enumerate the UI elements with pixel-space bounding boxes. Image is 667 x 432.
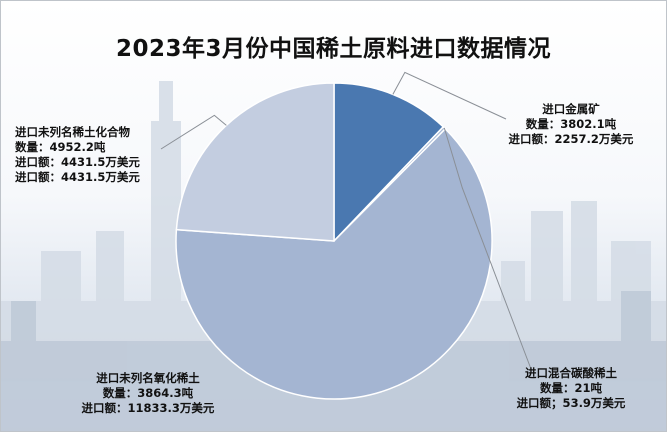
label-metal-ore: 进口金属矿 数量：3802.1吨 进口额：2257.2万美元	[491, 102, 651, 147]
label-mixed-carbonate: 进口混合碳酸稀土 数量：21吨 进口额；53.9万美元	[496, 366, 646, 411]
label-oxide: 进口未列名氧化稀土 数量：3864.3吨 进口额：11833.3万美元	[63, 371, 233, 416]
label-compound-name: 进口未列名稀土化合物	[15, 125, 130, 139]
label-oxide-name: 进口未列名氧化稀土	[96, 371, 200, 385]
label-mixed-carbonate-amount: 进口额；53.9万美元	[516, 396, 626, 410]
label-compound-amount-repeat: 进口额：4431.5万美元	[15, 170, 140, 184]
label-mixed-carbonate-qty: 数量：21吨	[539, 381, 602, 395]
label-metal-ore-amount: 进口额：2257.2万美元	[508, 132, 634, 146]
label-compound: 进口未列名稀土化合物 数量：4952.2吨 进口额：4431.5万美元 进口额：…	[15, 125, 175, 185]
pie-slice-0	[333, 82, 445, 243]
leader-line-0	[392, 71, 507, 120]
label-compound-qty: 数量：4952.2吨	[15, 140, 106, 154]
label-oxide-amount: 进口额：11833.3万美元	[81, 401, 215, 415]
label-metal-ore-name: 进口金属矿	[542, 102, 600, 116]
leader-line-1	[443, 127, 532, 370]
label-mixed-carbonate-name: 进口混合碳酸稀土	[525, 366, 617, 380]
label-oxide-qty: 数量：3864.3吨	[102, 386, 194, 400]
chart-title: 2023年3月份中国稀土原料进口数据情况	[115, 36, 552, 62]
pie-slice-3	[175, 82, 335, 242]
pie-slice-2	[175, 127, 493, 400]
label-metal-ore-qty: 数量：3802.1吨	[525, 117, 617, 131]
label-compound-amount: 进口额：4431.5万美元	[15, 155, 140, 169]
leader-line-3	[160, 114, 227, 150]
